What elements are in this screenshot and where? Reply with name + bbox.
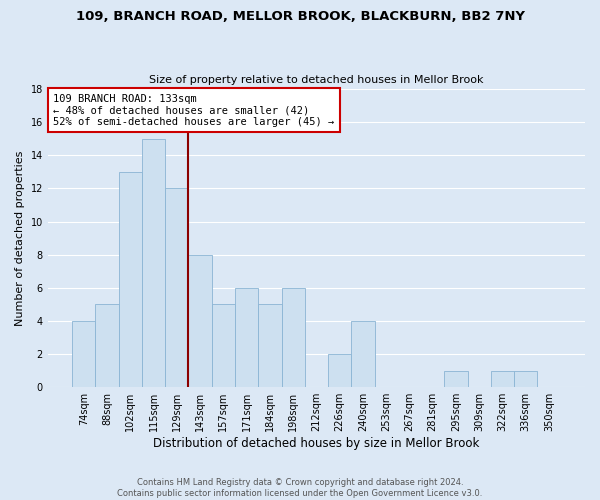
Bar	[328, 354, 351, 387]
Title: Size of property relative to detached houses in Mellor Brook: Size of property relative to detached ho…	[149, 76, 484, 86]
Bar	[281, 288, 305, 387]
Bar	[212, 304, 235, 387]
Text: Contains HM Land Registry data © Crown copyright and database right 2024.
Contai: Contains HM Land Registry data © Crown c…	[118, 478, 482, 498]
Bar	[445, 370, 467, 387]
Bar	[165, 188, 188, 387]
Bar	[491, 370, 514, 387]
Y-axis label: Number of detached properties: Number of detached properties	[15, 150, 25, 326]
Bar	[188, 254, 212, 387]
X-axis label: Distribution of detached houses by size in Mellor Brook: Distribution of detached houses by size …	[153, 437, 479, 450]
Text: 109 BRANCH ROAD: 133sqm
← 48% of detached houses are smaller (42)
52% of semi-de: 109 BRANCH ROAD: 133sqm ← 48% of detache…	[53, 94, 334, 126]
Bar	[72, 321, 95, 387]
Bar	[258, 304, 281, 387]
Bar	[514, 370, 538, 387]
Bar	[95, 304, 119, 387]
Bar	[142, 138, 165, 387]
Bar	[119, 172, 142, 387]
Bar	[235, 288, 258, 387]
Text: 109, BRANCH ROAD, MELLOR BROOK, BLACKBURN, BB2 7NY: 109, BRANCH ROAD, MELLOR BROOK, BLACKBUR…	[76, 10, 524, 23]
Bar	[351, 321, 374, 387]
